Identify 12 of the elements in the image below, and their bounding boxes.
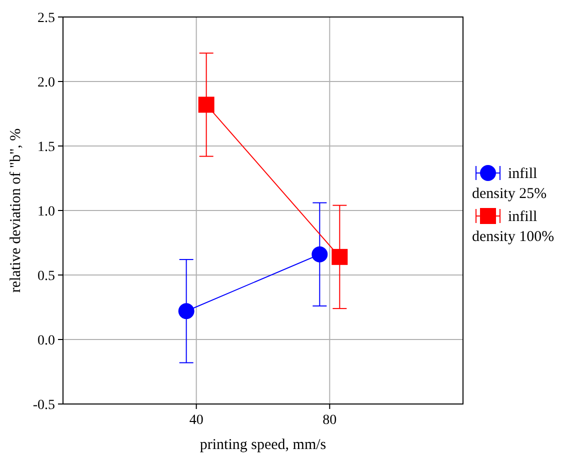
y-tick-label: 0.5 bbox=[38, 268, 55, 284]
x-tick-label: 40 bbox=[189, 413, 204, 428]
y-tick-label: -0.5 bbox=[32, 398, 55, 413]
legend-label: infill density 100% bbox=[472, 209, 554, 245]
y-tick-label: 2.0 bbox=[38, 75, 55, 90]
y-tick-label: 0.0 bbox=[38, 333, 55, 348]
y-tick-label: 1.0 bbox=[38, 204, 55, 220]
y-tick-label: 1.5 bbox=[38, 140, 55, 155]
x-tick-label: 80 bbox=[322, 413, 337, 428]
x-axis-title: printing speed, mm/s bbox=[200, 437, 326, 453]
y-axis-title: relative deviation of "b", % bbox=[8, 128, 24, 293]
y-tick-label: 2.5 bbox=[38, 10, 55, 26]
